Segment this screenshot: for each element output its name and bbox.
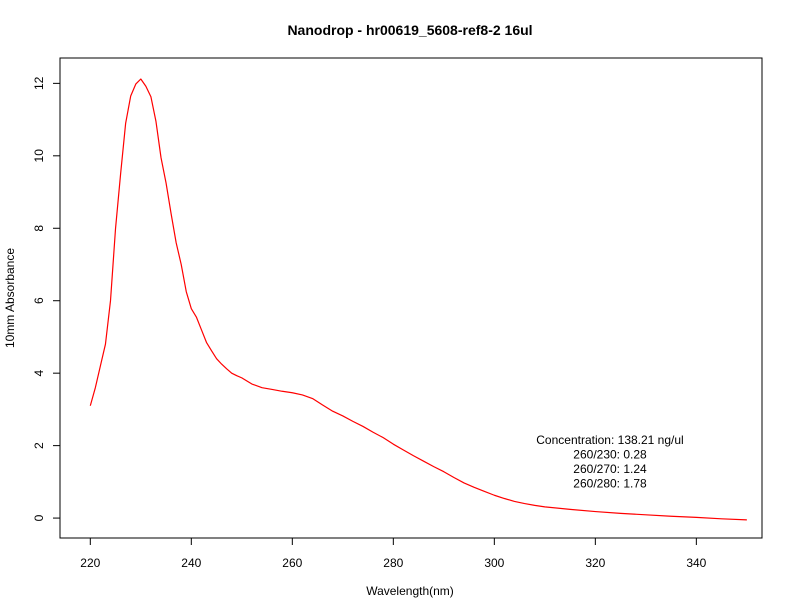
absorbance-series-line [89,78,747,521]
y-tick-label: 6 [32,297,46,304]
x-tick-label: 340 [686,556,706,570]
y-axis-label: 10mm Absorbance [3,248,17,348]
y-tick-label: 8 [32,225,46,232]
x-tick-label: 300 [484,556,504,570]
x-axis-label: Wavelength(nm) [366,584,454,598]
y-axis: 0 2 4 6 8 10 12 [32,76,60,521]
x-tick-label: 320 [585,556,605,570]
y-tick-label: 2 [32,442,46,449]
concentration-text: Concentration: 138.21 ng/ul [536,433,683,447]
ratio-text: 260/280: 1.78 [573,477,647,491]
y-tick-label: 12 [32,76,46,90]
y-tick-label: 0 [32,514,46,521]
x-tick-label: 280 [383,556,403,570]
ratio-text: 260/270: 1.24 [573,462,647,476]
x-axis: 220 240 260 280 300 320 340 [80,538,707,570]
y-tick-label: 4 [32,370,46,377]
ratio-text: 260/230: 0.28 [573,448,647,462]
x-tick-label: 260 [282,556,302,570]
x-tick-label: 220 [80,556,100,570]
chart-title: Nanodrop - hr00619_5608-ref8-2 16ul [287,22,532,38]
x-tick-label: 240 [181,556,201,570]
plot-frame [59,57,763,539]
y-tick-label: 10 [32,149,46,163]
series-group [89,78,747,521]
